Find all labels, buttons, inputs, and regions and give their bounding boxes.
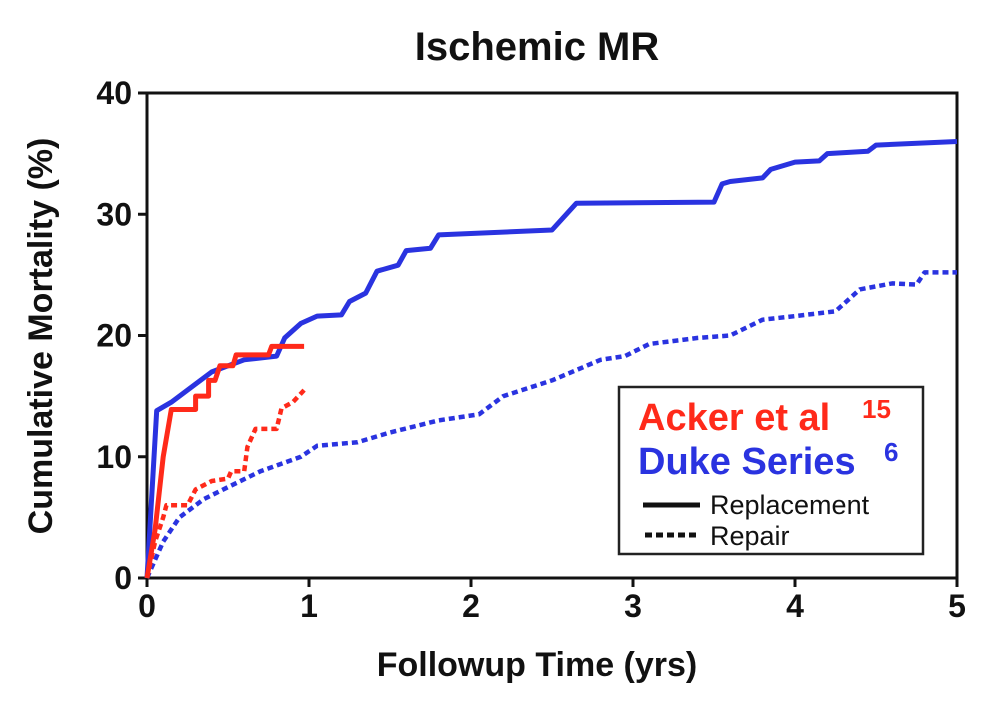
y-tick-label: 10 [96,439,132,475]
legend-box [617,385,925,556]
y-tick-label: 40 [96,75,132,111]
x-tick-label: 3 [624,588,642,624]
legend-acker: Acker et al [638,397,830,439]
x-tick-label: 2 [462,588,480,624]
legend-acker-ref: 15 [862,394,891,424]
legend-duke-ref: 6 [884,437,898,467]
legend-replacement: Replacement [710,490,870,520]
y-axis-label: Cumulative Mortality (%) [22,138,60,535]
series-group [144,139,958,579]
x-tick-label: 5 [948,588,966,624]
y-tick-label: 20 [96,318,132,354]
chart-title: Ischemic MR [415,25,660,69]
y-tick-label: 30 [96,196,132,232]
x-tick-label: 0 [138,588,156,624]
x-axis-label: Followup Time (yrs) [377,646,698,684]
series-line-duke-series-repair [144,270,957,579]
series-line-acker-et-al-repair [144,388,306,579]
x-tick-label: 4 [786,588,804,624]
axes: 0 1 2 3 4 5 0 10 20 30 40 [96,75,965,624]
legend-duke: Duke Series [638,441,856,483]
legend: Acker et al 15 Duke Series 6 Replacement… [617,385,925,556]
series-line-acker-et-al-replacement [144,343,305,579]
legend-repair: Repair [710,521,790,551]
x-tick-label: 1 [300,588,318,624]
y-tick-label: 0 [114,560,132,596]
